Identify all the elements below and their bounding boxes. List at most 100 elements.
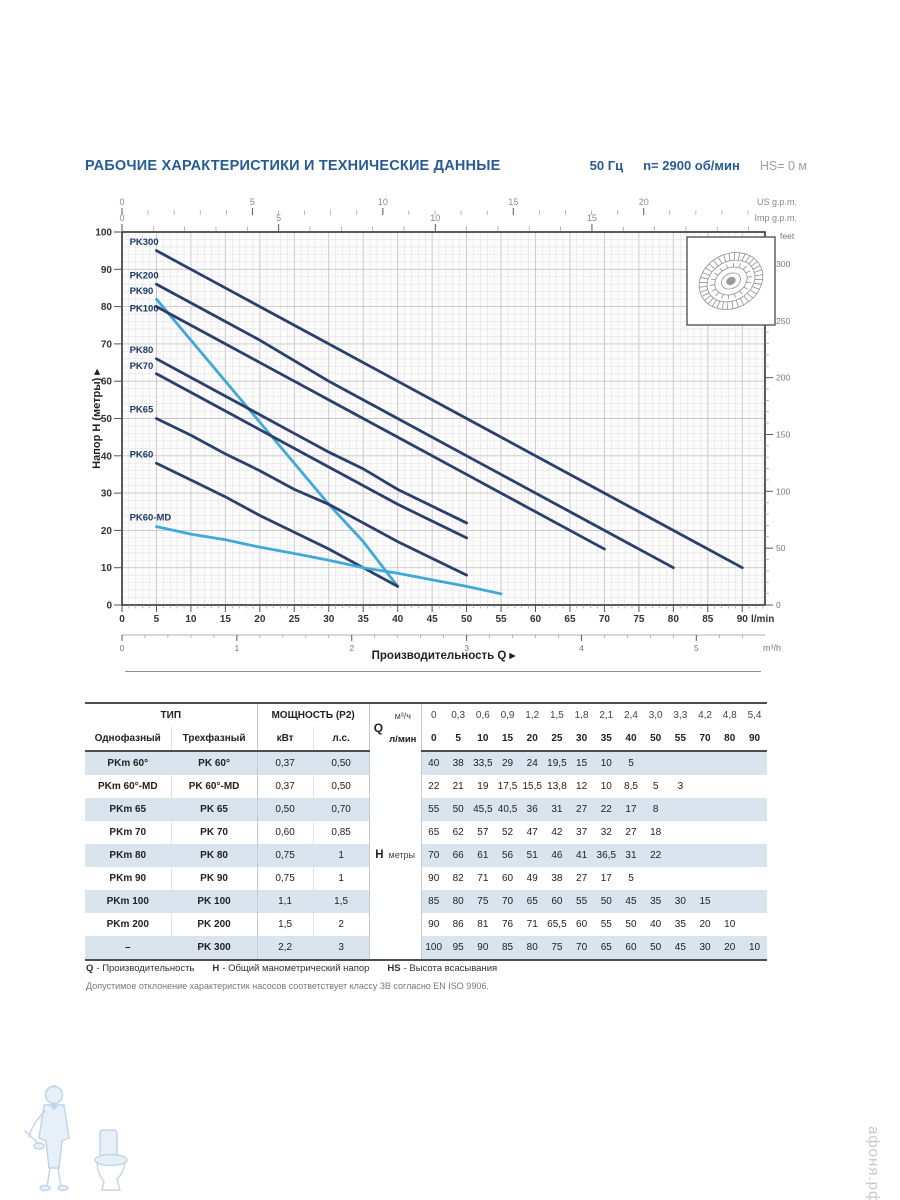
head-value: 5 xyxy=(618,751,644,775)
head-value: 24 xyxy=(519,751,545,775)
impgpm-tick-label: 15 xyxy=(587,213,597,223)
usgpm-tick-label: 0 xyxy=(119,197,124,207)
single-phase-model: PKm 80 xyxy=(85,844,172,867)
head-value xyxy=(668,751,693,775)
curve-label-pk60-md: PK60-MD xyxy=(130,513,172,524)
head-value: 71 xyxy=(477,873,489,884)
head-value: 49 xyxy=(526,873,538,884)
head-value: 17,5 xyxy=(497,781,518,792)
power-hp-value: 1 xyxy=(312,867,370,890)
curve-pk65 xyxy=(155,417,468,577)
head-value: 56 xyxy=(495,844,520,867)
head-value: 40,5 xyxy=(495,798,520,821)
flow-lmin-value: 25 xyxy=(544,727,570,752)
single-phase-model: PKm 60° xyxy=(85,751,172,775)
single-phase-model: PKm 90 xyxy=(109,873,147,884)
head-value: 50 xyxy=(445,798,471,821)
head-value: 31 xyxy=(544,798,570,821)
head-value: 15,5 xyxy=(522,781,542,792)
usgpm-tick-label: 5 xyxy=(250,197,255,207)
head-value xyxy=(742,890,767,913)
y-tick-label: 10 xyxy=(101,563,113,574)
power-kw-value: 2,2 xyxy=(256,936,314,960)
toilet-bowl xyxy=(96,1161,126,1191)
head-value: 5 xyxy=(652,781,659,792)
feet-tick-label: 300 xyxy=(776,259,790,269)
feet-tick-label: 100 xyxy=(776,486,790,496)
lmin-tick-label: 65 xyxy=(564,614,576,625)
power-hp-value: 1 xyxy=(312,844,370,867)
head-value: 8 xyxy=(643,798,668,821)
impgpm-tick-label: 10 xyxy=(430,213,440,223)
curve-labels: PK300 PK200 PK90 PK100 PK80 PK70 PK65 PK60 PK60-… xyxy=(130,237,172,524)
lmin-tick-label: 10 xyxy=(185,614,197,625)
head-value xyxy=(692,751,718,775)
curve-label-pk200: PK200 xyxy=(130,270,159,281)
head-value: 40 xyxy=(420,751,446,775)
flow-m3h-value: 0,3 xyxy=(451,710,466,721)
three-phase-model: PK 65 xyxy=(170,798,258,821)
head-value xyxy=(742,821,767,844)
head-value: 66 xyxy=(445,844,471,867)
lmin-tick-label: 70 xyxy=(599,614,611,625)
h-symbol: H xyxy=(375,849,384,861)
flow-m3h-value: 1,8 xyxy=(574,710,589,721)
q-symbol: Q xyxy=(373,720,384,735)
head-value: 27 xyxy=(576,873,588,884)
head-value: 41 xyxy=(569,844,594,867)
flow-lmin-value: 90 xyxy=(742,727,767,752)
flow-m3h-value: 2,4 xyxy=(624,710,638,721)
flow-lmin-value: 0 xyxy=(420,727,446,752)
us-gpm-axis-unit: US g.p.m. xyxy=(757,197,797,207)
power-kw-value: 0,50 xyxy=(256,798,314,821)
y-tick-label: 90 xyxy=(101,265,113,276)
curve-label-pk65: PK65 xyxy=(130,405,154,416)
head-value: 50 xyxy=(625,919,637,930)
feet-axis-unit: feet xyxy=(780,231,795,241)
y-tick-label: 70 xyxy=(101,339,113,350)
single-phase-model: PKm 65 xyxy=(85,798,172,821)
head-value: 10 xyxy=(742,936,767,960)
three-phase-model: PK 100 xyxy=(170,890,258,913)
three-phase-model: PK 90 xyxy=(170,867,258,890)
head-value: 57 xyxy=(477,827,489,838)
head-value: 85 xyxy=(420,890,446,913)
head-value: 75 xyxy=(544,936,570,960)
frequency-value: 50 Гц xyxy=(589,158,624,173)
legend-term: Q xyxy=(86,963,94,974)
h-unit: метры xyxy=(388,850,416,860)
power-kw-value: 0,75 xyxy=(256,867,314,890)
head-value: 27 xyxy=(569,798,594,821)
power-kw-value: 1,1 xyxy=(256,890,314,913)
flow-lmin-value: 20 xyxy=(519,727,545,752)
head-value xyxy=(693,821,718,844)
m3h-unit-label: м³/ч xyxy=(394,710,411,721)
head-value: 46 xyxy=(544,844,570,867)
flow-lmin-value: 70 xyxy=(692,727,718,752)
curve-label-pk100: PK100 xyxy=(130,303,159,314)
lmin-tick-label: 35 xyxy=(358,614,370,625)
lmin-tick-label: 25 xyxy=(289,614,301,625)
head-value: 90 xyxy=(470,936,496,960)
head-value: 71 xyxy=(526,919,538,930)
head-value xyxy=(668,844,693,867)
head-value: 95 xyxy=(445,936,471,960)
head-value: 20 xyxy=(717,936,743,960)
head-value: 22 xyxy=(593,798,619,821)
impgpm-tick-label: 0 xyxy=(119,213,124,223)
head-value xyxy=(717,775,742,798)
three-phase-model: PK 80 xyxy=(170,844,258,867)
head-value: 50 xyxy=(643,936,668,960)
lmin-tick-label: 60 xyxy=(530,614,542,625)
y-tick-label: 0 xyxy=(106,601,112,612)
lmin-tick-label: 90 xyxy=(737,614,749,625)
toilet-seat xyxy=(94,1153,128,1167)
head-value xyxy=(692,844,718,867)
flow-m3h-value: 5,4 xyxy=(747,710,762,721)
power-hp-value: 1,5 xyxy=(312,890,370,913)
power-hp-value: 2 xyxy=(312,913,370,936)
table-row-pk-100: PKm 100 PK 100 1,1 1,5 85 80 75 70 65 60 55 50 45 35 3… xyxy=(85,890,767,913)
curve-pk200 xyxy=(155,282,675,570)
